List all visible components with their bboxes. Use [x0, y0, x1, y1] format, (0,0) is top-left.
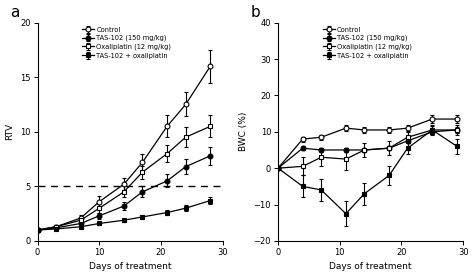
Y-axis label: BWC (%): BWC (%) [239, 112, 248, 152]
Text: a: a [10, 5, 19, 20]
Legend: Control, TAS-102 (150 mg/kg), Oxaliplatin (12 mg/kg), TAS-102 + oxaliplatin: Control, TAS-102 (150 mg/kg), Oxaliplati… [322, 26, 412, 59]
Y-axis label: RTV: RTV [6, 123, 15, 140]
X-axis label: Days of treatment: Days of treatment [89, 262, 171, 271]
Text: b: b [250, 5, 260, 20]
X-axis label: Days of treatment: Days of treatment [329, 262, 412, 271]
Legend: Control, TAS-102 (150 mg/kg), Oxaliplatin (12 mg/kg), TAS-102 + oxaliplatin: Control, TAS-102 (150 mg/kg), Oxaliplati… [82, 26, 172, 59]
